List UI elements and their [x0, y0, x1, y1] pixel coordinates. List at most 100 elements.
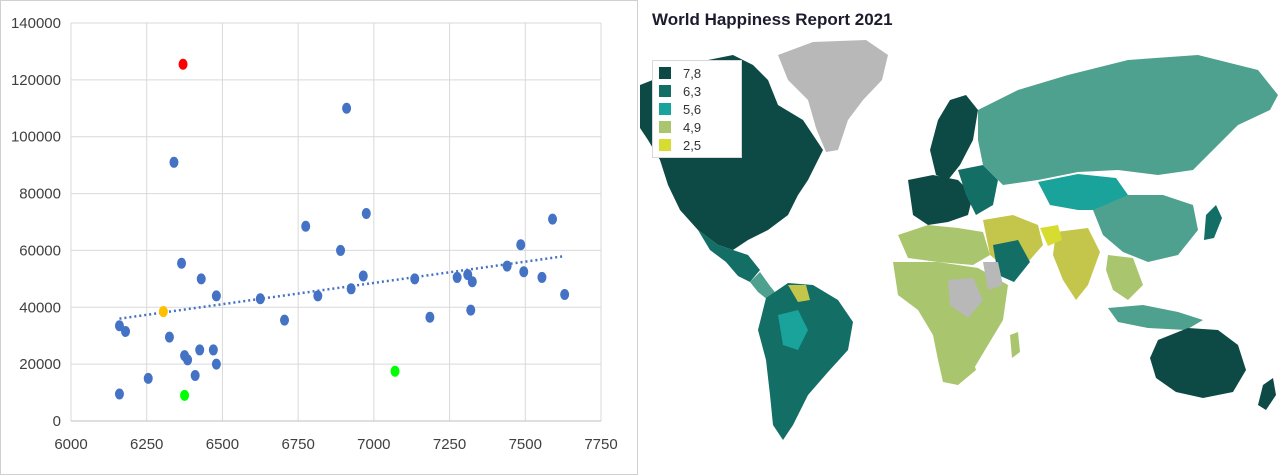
legend-swatch	[659, 67, 671, 79]
legend-swatch	[659, 139, 671, 151]
region-venezuela	[788, 285, 810, 302]
data-point	[467, 276, 477, 288]
data-point	[180, 389, 190, 401]
data-point	[358, 270, 368, 282]
region-scandinavia	[930, 95, 978, 180]
region-greenland	[778, 40, 888, 152]
region-afghanistan	[1040, 225, 1062, 246]
x-tick-label: 7750	[584, 436, 617, 453]
x-tick-label: 6750	[281, 436, 314, 453]
data-point	[537, 271, 547, 283]
x-tick-label: 6250	[130, 436, 163, 453]
data-point	[211, 358, 221, 370]
region-china	[1093, 195, 1198, 262]
data-point	[313, 290, 323, 302]
y-tick-label: 60000	[19, 242, 61, 259]
y-tick-label: 100000	[11, 129, 61, 146]
x-tick-label: 7250	[433, 436, 466, 453]
region-arabia	[993, 240, 1030, 282]
region-india	[1053, 228, 1100, 300]
data-point	[560, 288, 570, 300]
x-tick-label: 7000	[357, 436, 390, 453]
region-south-africa	[938, 345, 976, 385]
y-tick-label: 40000	[19, 299, 61, 316]
region-south-america	[758, 283, 853, 440]
legend-entry: 2,5	[659, 136, 735, 154]
scatter-chart: 6000 6250 6500 6750 7000 7250 7500 7750 0 20000 40…	[0, 0, 638, 475]
data-point	[425, 311, 435, 323]
region-kazakhstan	[1038, 174, 1128, 210]
region-new-zealand	[1258, 378, 1276, 410]
legend-label: 5,6	[683, 101, 702, 117]
scatter-plot-area: 6000 6250 6500 6750 7000 7250 7500 7750 0 20000 40…	[11, 15, 618, 453]
region-central-africa-nodata	[948, 278, 983, 318]
y-tick-label: 120000	[11, 72, 61, 89]
x-tick-label: 7500	[509, 436, 542, 453]
region-western-europe	[908, 175, 973, 225]
data-point	[519, 266, 529, 278]
data-point	[121, 325, 131, 337]
x-tick-label: 6500	[206, 436, 239, 453]
legend-label: 2,5	[683, 137, 702, 153]
data-point	[452, 271, 462, 283]
data-point	[502, 260, 512, 272]
region-japan	[1204, 205, 1222, 240]
data-point	[301, 220, 311, 232]
data-point	[390, 365, 400, 377]
data-point	[255, 293, 265, 305]
data-point	[114, 320, 124, 332]
region-east-africa-nodata	[983, 262, 1003, 290]
data-point	[336, 244, 346, 256]
data-point	[190, 370, 200, 382]
data-point	[195, 344, 205, 356]
region-australia	[1150, 328, 1246, 398]
y-tick-label: 140000	[11, 15, 61, 32]
legend-swatch	[659, 121, 671, 133]
map-title: World Happiness Report 2021	[652, 10, 893, 29]
data-point	[158, 306, 168, 318]
data-point	[143, 372, 153, 384]
data-point	[178, 58, 188, 70]
legend-entry: 7,8	[659, 64, 735, 82]
region-madagascar	[1010, 332, 1020, 358]
region-russia	[978, 55, 1278, 185]
data-point	[208, 344, 218, 356]
y-tick-label: 80000	[19, 186, 61, 203]
y-tick-label: 0	[53, 413, 61, 430]
data-point	[280, 314, 290, 326]
data-point	[169, 156, 179, 168]
region-eastern-europe	[958, 165, 998, 215]
region-central-america	[750, 272, 778, 300]
data-point	[114, 388, 124, 400]
map-legend: 7,8 6,3 5,6 4,9 2,5	[652, 60, 742, 158]
legend-swatch	[659, 103, 671, 115]
data-point	[183, 354, 193, 366]
region-indonesia	[1108, 305, 1203, 330]
legend-entry: 6,3	[659, 82, 735, 100]
data-point	[196, 273, 206, 285]
legend-label: 4,9	[683, 119, 702, 135]
legend-label: 7,8	[683, 65, 702, 81]
happiness-map-panel: World Happiness Report 2021 7,8 6,3 5,6 4,9…	[638, 0, 1280, 475]
region-mexico	[698, 230, 760, 282]
region-south-america-center	[778, 310, 808, 350]
legend-swatch	[659, 85, 671, 97]
trendline	[119, 254, 565, 320]
data-point	[410, 273, 420, 285]
data-point	[342, 102, 352, 114]
data-point	[548, 213, 558, 225]
data-point	[211, 290, 221, 302]
data-point	[466, 304, 476, 316]
data-point	[346, 283, 356, 295]
data-point	[361, 207, 371, 219]
region-north-africa	[898, 225, 990, 265]
legend-entry: 5,6	[659, 100, 735, 118]
legend-label: 6,3	[683, 83, 702, 99]
region-southeast-asia	[1106, 255, 1143, 300]
legend-entry: 4,9	[659, 118, 735, 136]
data-point	[177, 257, 187, 269]
data-point	[516, 239, 526, 251]
y-tick-label: 20000	[19, 356, 61, 373]
data-point	[164, 331, 174, 343]
x-tick-label: 6000	[54, 436, 87, 453]
